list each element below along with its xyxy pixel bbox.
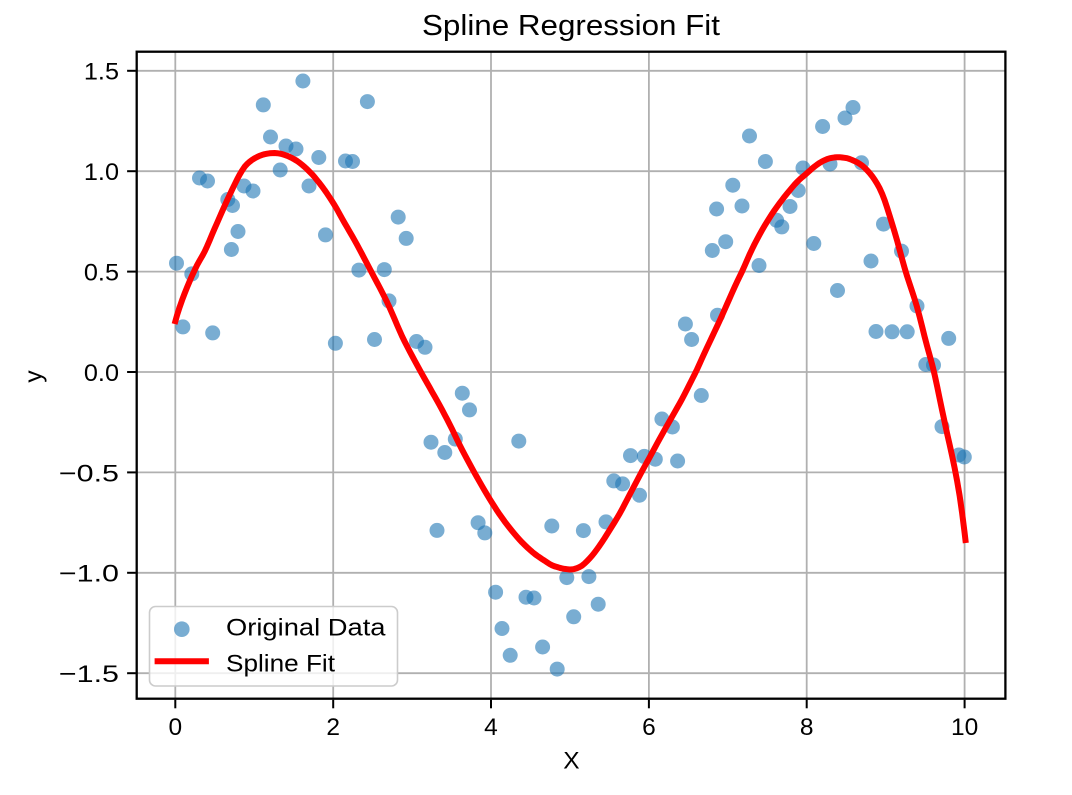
svg-text:2: 2 <box>326 714 340 741</box>
svg-text:Original Data: Original Data <box>226 614 386 641</box>
svg-text:X: X <box>563 748 579 775</box>
svg-text:8: 8 <box>800 714 814 741</box>
svg-text:6: 6 <box>642 714 656 741</box>
svg-text:10: 10 <box>951 714 978 741</box>
svg-text:1.0: 1.0 <box>84 159 119 186</box>
svg-text:−1.0: −1.0 <box>59 561 119 588</box>
svg-text:−1.5: −1.5 <box>59 661 119 688</box>
svg-text:y: y <box>21 370 48 383</box>
svg-text:4: 4 <box>484 714 498 741</box>
svg-text:Spline Regression Fit: Spline Regression Fit <box>422 10 720 42</box>
svg-text:0.0: 0.0 <box>84 360 119 387</box>
svg-text:0.5: 0.5 <box>84 260 119 287</box>
svg-text:Spline Fit: Spline Fit <box>226 650 335 677</box>
svg-text:0: 0 <box>168 714 182 741</box>
svg-text:1.5: 1.5 <box>84 59 119 86</box>
svg-text:−0.5: −0.5 <box>59 460 119 487</box>
